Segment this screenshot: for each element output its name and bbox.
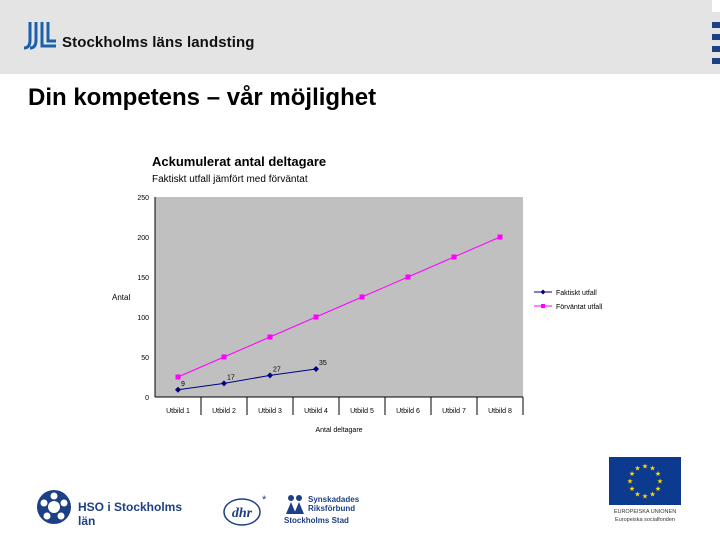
- srf-people-icon: [286, 495, 304, 514]
- eu-star-icon: ★: [649, 465, 655, 473]
- data-point: [451, 254, 457, 260]
- data-label: 27: [273, 366, 281, 373]
- data-point: [175, 374, 181, 380]
- data-point: [313, 314, 319, 320]
- sll-logo-icon: [24, 22, 56, 50]
- eu-star-icon: ★: [655, 470, 661, 478]
- header-bar: Stockholms läns landsting: [0, 0, 720, 74]
- chart-svg: Ackumulerat antal deltagare Faktiskt utf…: [112, 154, 603, 434]
- data-label: 35: [319, 360, 327, 367]
- chart-subtitle: Faktiskt utfall jämfört med förväntat: [152, 174, 308, 185]
- eu-star-icon: ★: [634, 465, 640, 473]
- eu-logo: ★ ★ ★ ★ ★ ★ ★ ★ ★ ★ ★ ★ EUROPEISKA UNIONEN Europeis…: [607, 457, 683, 525]
- legend-marker: [540, 289, 546, 295]
- x-tick-label: Utbild 1: [166, 408, 190, 415]
- chart: Ackumulerat antal deltagare Faktiskt utf…: [108, 150, 628, 440]
- eu-flag-icon: ★ ★ ★ ★ ★ ★ ★ ★ ★ ★ ★ ★: [609, 457, 681, 505]
- eu-star-icon: ★: [629, 485, 635, 493]
- x-tick-label: Utbild 3: [258, 408, 282, 415]
- y-tick-label: 250: [137, 195, 149, 202]
- series-line: [177, 236, 501, 378]
- srf-line-3: Stockholms Stad: [284, 516, 349, 525]
- eu-star-icon: ★: [642, 493, 648, 501]
- slide-title: Din kompetens – vår möjlighet: [28, 84, 377, 111]
- svg-text:*: *: [262, 494, 267, 506]
- x-tick-label: Utbild 7: [442, 408, 466, 415]
- y-axis-label: Antal: [112, 293, 130, 302]
- y-tick-label: 200: [137, 235, 149, 242]
- x-tick-label: Utbild 4: [304, 408, 328, 415]
- chart-title: Ackumulerat antal deltagare: [152, 154, 326, 169]
- data-label: 9: [181, 381, 185, 388]
- legend: Faktiskt utfall Förväntat utfall: [534, 289, 603, 311]
- legend-label: Förväntat utfall: [556, 304, 603, 311]
- legend-marker: [541, 304, 545, 308]
- srf-logo: Synskadades Riksförbund Stockholms Stad: [284, 494, 374, 526]
- x-tick-label: Utbild 5: [350, 408, 374, 415]
- eu-label-1: EUROPEISKA UNIONEN: [613, 509, 677, 515]
- srf-line-2: Riksförbund: [308, 504, 356, 513]
- series-group: 9 17 27 35: [175, 234, 503, 393]
- eu-star-icon: ★: [657, 478, 663, 486]
- x-tick-label: Utbild 6: [396, 408, 420, 415]
- y-tick-label: 0: [145, 395, 149, 402]
- data-point: [221, 380, 227, 387]
- eu-star-icon: ★: [634, 490, 640, 498]
- series-line: [177, 368, 317, 391]
- legend-label: Faktiskt utfall: [556, 290, 597, 297]
- x-axis-label: Antal deltagare: [315, 427, 362, 434]
- data-point: [405, 274, 411, 280]
- hso-emblem-icon: [37, 490, 71, 524]
- x-tick-label: Utbild 8: [488, 408, 512, 415]
- data-point: [267, 372, 273, 379]
- data-point: [359, 294, 365, 300]
- eu-stars-icon: ★★★★★★★★★ ★ ★★: [627, 463, 663, 501]
- x-ticks: Utbild 1 Utbild 2 Utbild 3 Utbild 4 Utbild 5…: [166, 397, 524, 415]
- srf-line-1: Synskadades: [308, 495, 360, 504]
- y-tick-label: 150: [137, 275, 149, 282]
- y-ticks: 0 50 100 150 200 250: [137, 195, 149, 402]
- eu-label-2: Europeiska socialfonden: [615, 517, 675, 523]
- data-point: [175, 386, 181, 393]
- eu-star-icon: ★: [629, 470, 635, 478]
- org-name: Stockholms läns landsting: [62, 34, 255, 51]
- eu-star-icon: ★: [627, 478, 633, 486]
- y-tick-label: 50: [141, 355, 149, 362]
- data-point: [313, 366, 319, 372]
- x-tick-label: Utbild 2: [212, 408, 236, 415]
- hso-label: HSO i Stockholms län: [78, 500, 183, 528]
- plot-area: [155, 197, 523, 397]
- eu-star-icon: ★: [649, 490, 655, 498]
- hso-logo: HSO i Stockholms län: [36, 489, 196, 528]
- data-point: [221, 354, 227, 360]
- dhr-label: dhr: [232, 506, 253, 521]
- data-point: [267, 334, 273, 340]
- y-tick-label: 100: [137, 315, 149, 322]
- eu-star-icon: ★: [655, 485, 661, 493]
- eu-star-icon: ★: [642, 463, 648, 471]
- data-label: 17: [227, 374, 235, 381]
- data-point: [497, 234, 503, 240]
- dhr-logo: dhr *: [222, 493, 272, 527]
- decorative-dots: [712, 0, 720, 64]
- dhr-emblem-icon: dhr *: [223, 494, 267, 526]
